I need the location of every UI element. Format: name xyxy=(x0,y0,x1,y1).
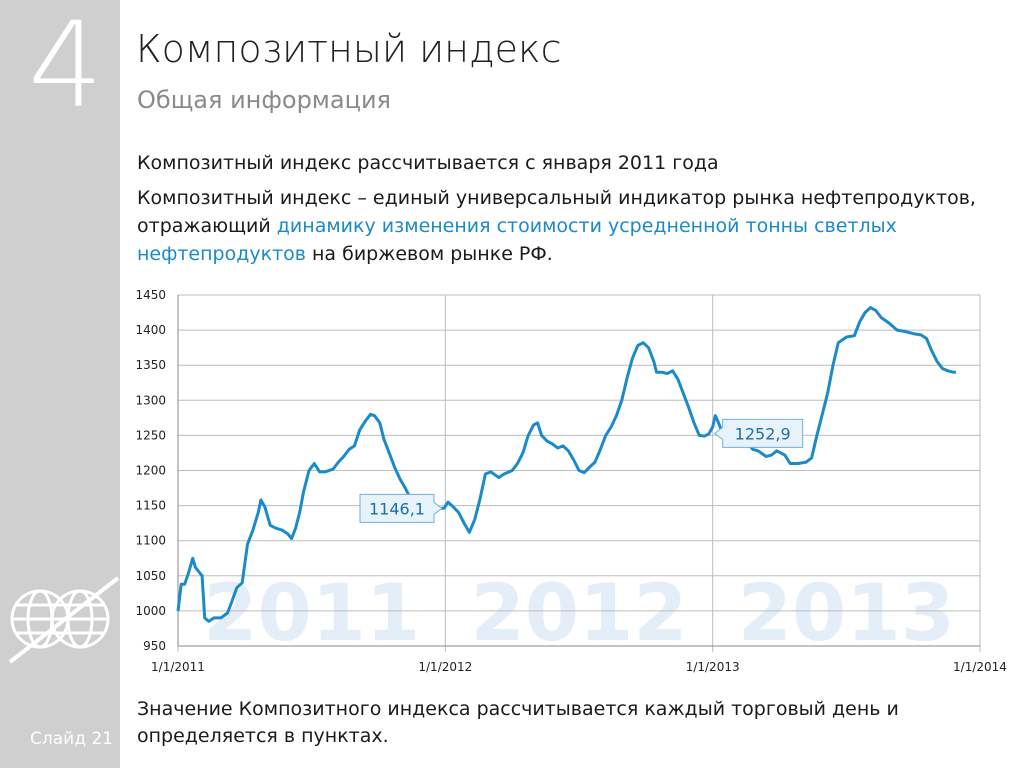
slide-number: 4 xyxy=(28,0,104,134)
x-tick-label: 1/1/2013 xyxy=(686,660,740,674)
y-tick-label: 1250 xyxy=(135,428,166,442)
data-callout-label: 1252,9 xyxy=(735,424,791,443)
y-tick-label: 1050 xyxy=(135,569,166,583)
watermark-year: 2012 xyxy=(470,569,687,659)
data-callout-label: 1146,1 xyxy=(369,499,425,518)
x-tick-label: 1/1/2014 xyxy=(953,660,1007,674)
page-title: Композитный индекс xyxy=(136,27,562,71)
y-tick-label: 1350 xyxy=(135,358,166,372)
y-tick-label: 1200 xyxy=(135,464,166,478)
description-text: Композитный индекс – единый универсальны… xyxy=(137,184,1017,268)
y-tick-label: 950 xyxy=(143,639,166,653)
data-callout-box xyxy=(713,418,804,448)
intro-text: Композитный индекс рассчитывается с янва… xyxy=(137,152,719,174)
page-subtitle: Общая информация xyxy=(137,86,391,114)
description-text-start: Композитный индекс – единый универсальны… xyxy=(137,187,976,237)
description-highlight: динамику изменения стоимости усредненной… xyxy=(137,215,897,265)
y-tick-label: 1100 xyxy=(135,534,166,548)
index-series-line xyxy=(176,306,956,623)
y-tick-label: 1000 xyxy=(135,604,166,618)
slide-label: Слайд 21 xyxy=(30,729,113,749)
x-tick-label: 1/1/2012 xyxy=(418,660,472,674)
watermark-year: 2013 xyxy=(738,569,955,659)
sidebar: 4 Слайд 21 xyxy=(0,0,120,768)
y-tick-label: 1400 xyxy=(135,323,166,337)
y-tick-label: 1150 xyxy=(135,499,166,513)
description-text-end: на биржевом рынке РФ. xyxy=(305,243,553,265)
x-tick-label: 1/1/2011 xyxy=(151,660,205,674)
globe-logo-icon xyxy=(8,576,120,664)
data-callout-box xyxy=(359,493,443,523)
footer-text: Значение Композитного индекса рассчитыва… xyxy=(137,698,899,747)
y-tick-label: 1450 xyxy=(135,288,166,302)
y-tick-label: 1300 xyxy=(135,393,166,407)
